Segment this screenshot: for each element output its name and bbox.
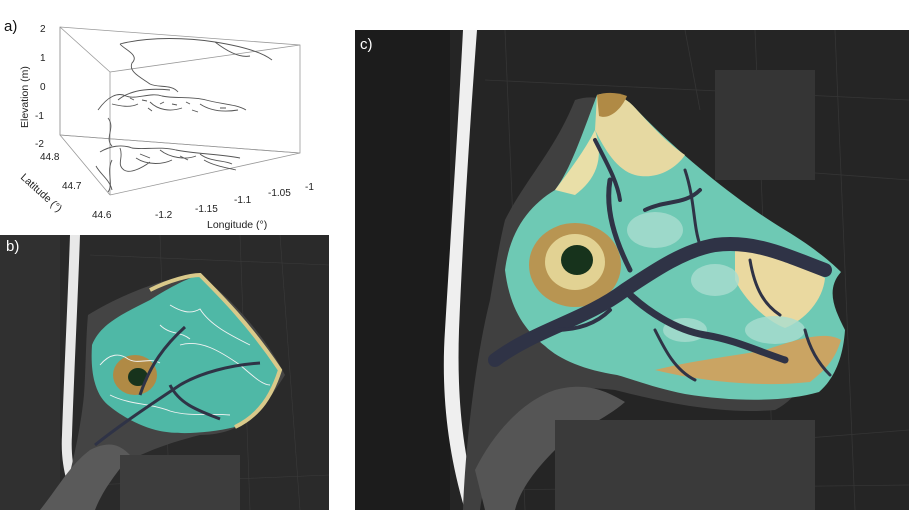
contour-upper	[119, 38, 273, 93]
panel-c-label: c)	[360, 36, 373, 53]
elevation-3d-plot: 2 1 0 -1 -2 Elevation (m) 44.8 44.7 44.6…	[18, 24, 314, 231]
z-tick-0: 0	[40, 82, 46, 93]
z-tick-1: 1	[40, 53, 46, 64]
map-b-ocean	[0, 235, 60, 510]
plot-box-edge-bottom-front	[109, 152, 301, 196]
satellite-map-c	[355, 30, 909, 510]
z-tick-m2: -2	[35, 139, 44, 150]
y-tick-44-6: 44.6	[92, 210, 112, 221]
map-c-high-flat-west	[555, 130, 599, 195]
map-c-ocean	[355, 30, 450, 510]
panel-b-label: b)	[6, 238, 20, 255]
map-b-island-core	[128, 368, 148, 386]
map-c-urban-south	[555, 420, 815, 510]
contour-lower-2	[95, 157, 237, 191]
map-b-channels	[94, 325, 261, 447]
plot-box-edge-back-bottom	[59, 134, 301, 154]
y-tick-44-8: 44.8	[40, 152, 60, 163]
contour-lower	[99, 145, 241, 193]
panel-a-label: a)	[4, 18, 18, 35]
z-tick-m1: -1	[35, 111, 44, 122]
map-c-plume	[475, 386, 625, 510]
plot-box-edge-bottom-left	[59, 134, 111, 196]
x-tick-1-15: -1.15	[195, 204, 218, 215]
x-tick-1: -1	[305, 182, 314, 193]
map-c-beach	[443, 30, 479, 510]
map-b-plume	[40, 444, 130, 510]
map-c-high-flat-east	[735, 240, 825, 328]
x-axis-title: Longitude (°)	[207, 219, 267, 231]
contour-middle	[97, 88, 247, 147]
map-b-beach	[61, 235, 84, 510]
plot-box-edge-top-left	[59, 26, 111, 73]
x-tick-1-05: -1.05	[268, 188, 291, 199]
map-b-flat-edge	[149, 272, 283, 429]
satellite-map-b	[0, 235, 329, 510]
contour-middle-detail	[129, 97, 226, 113]
map-c-high-flat-north	[595, 93, 685, 177]
z-tick-2: 2	[40, 24, 46, 35]
plot-box-edge-top-front	[109, 44, 301, 73]
x-tick-1-2: -1.2	[155, 210, 173, 221]
y-tick-44-7: 44.7	[62, 181, 82, 192]
x-tick-1-1: -1.1	[234, 195, 252, 206]
y-axis-title: Latitude (°)	[18, 171, 64, 214]
map-b-urban	[120, 455, 240, 510]
z-axis-title: Elevation (m)	[19, 66, 31, 128]
plot-box-back-top	[59, 26, 301, 154]
map-c-island-core	[561, 245, 593, 275]
map-c-ridge-north	[597, 92, 627, 117]
map-c-channels	[488, 138, 832, 382]
map-c-urban-north	[715, 70, 815, 180]
map-c-ridge-south	[655, 335, 841, 385]
